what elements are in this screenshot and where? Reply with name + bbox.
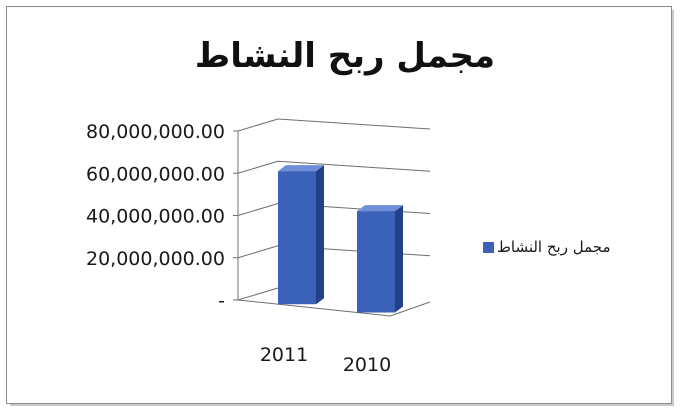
frame-shadow-bottom [10,404,674,406]
bar-top-face [278,165,324,172]
legend-label: مجمل ربح النشاط [497,238,610,256]
y-tick-label: 80,000,000.00 [86,121,225,143]
chart-frame [6,6,672,404]
x-category-label: 2011 [260,344,308,366]
legend-swatch [483,242,494,253]
gridline-side [237,203,279,216]
bar-front-face [357,211,395,313]
y-tick-label: - [218,290,225,312]
gridline-back [277,118,431,130]
floor-right-edge [389,301,431,317]
legend: مجمل ربح النشاط [483,238,610,256]
y-tick-label: 60,000,000.00 [86,163,225,185]
gridline-side [237,118,279,132]
floor-left-edge [237,287,279,301]
bar-2011 [278,165,324,305]
chart-title: مجمل ربح النشاط [195,36,495,76]
x-axis-category-labels: 2011 2010 [260,344,391,376]
y-tick-label: 40,000,000.00 [86,206,225,228]
y-axis-tick-labels: 80,000,000.00 60,000,000.00 40,000,000.00 2… [86,121,225,312]
gridline-side [237,160,279,174]
bar-2010 [357,205,403,313]
floor-front-edge [237,299,391,317]
y-tick-label: 20,000,000.00 [86,248,225,270]
bar-top-face [357,205,403,212]
bars [278,165,403,313]
bar-side-face [316,165,324,305]
gridline-back [277,160,431,172]
bar-side-face [395,205,403,313]
bar-front-face [278,171,316,305]
x-category-label: 2010 [343,354,391,376]
gridline-side [237,245,279,259]
frame-shadow-right [672,10,674,405]
